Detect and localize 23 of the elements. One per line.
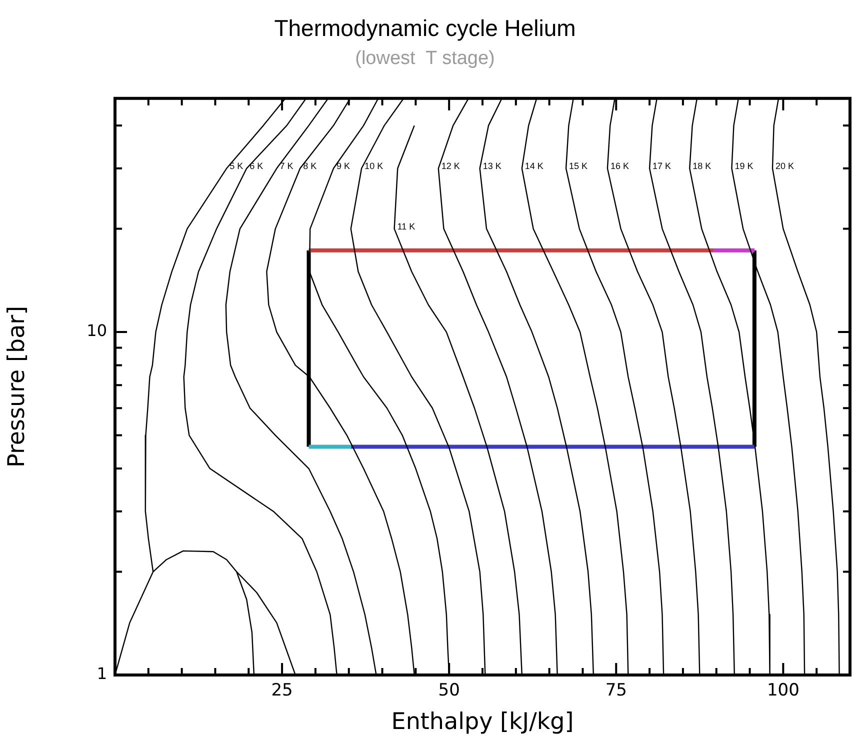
series-label: 11 K	[397, 221, 416, 232]
series-label: 13 K	[482, 160, 502, 171]
series-label: 18 K	[692, 160, 712, 171]
x-tick-label: 25	[271, 680, 293, 701]
x-tick-label: 75	[605, 680, 627, 701]
series-label: 10 K	[364, 160, 384, 171]
series-label: 16 K	[610, 160, 629, 171]
x-tick-label: 50	[438, 680, 460, 701]
series-label: 19 K	[734, 160, 754, 171]
series-label: 8 K	[303, 160, 317, 171]
series-label: 20 K	[775, 160, 794, 171]
y-axis-title: Pressure [bar]	[4, 306, 30, 468]
chart-title: Thermodynamic cycle Helium	[274, 15, 576, 42]
series-label: 15 K	[569, 160, 588, 171]
y-tick-label: 10	[86, 321, 107, 340]
x-axis-title: Enthalpy [kJ/kg]	[391, 709, 574, 736]
x-tick-label: 100	[766, 680, 800, 701]
chart-subtitle: (lowest T stage)	[355, 48, 495, 70]
series-label: 9 K	[336, 160, 350, 171]
series-label: 12 K	[441, 160, 460, 171]
series-label: 17 K	[652, 160, 672, 171]
y-tick-label: 1	[96, 664, 107, 684]
series-label: 14 K	[524, 160, 544, 171]
